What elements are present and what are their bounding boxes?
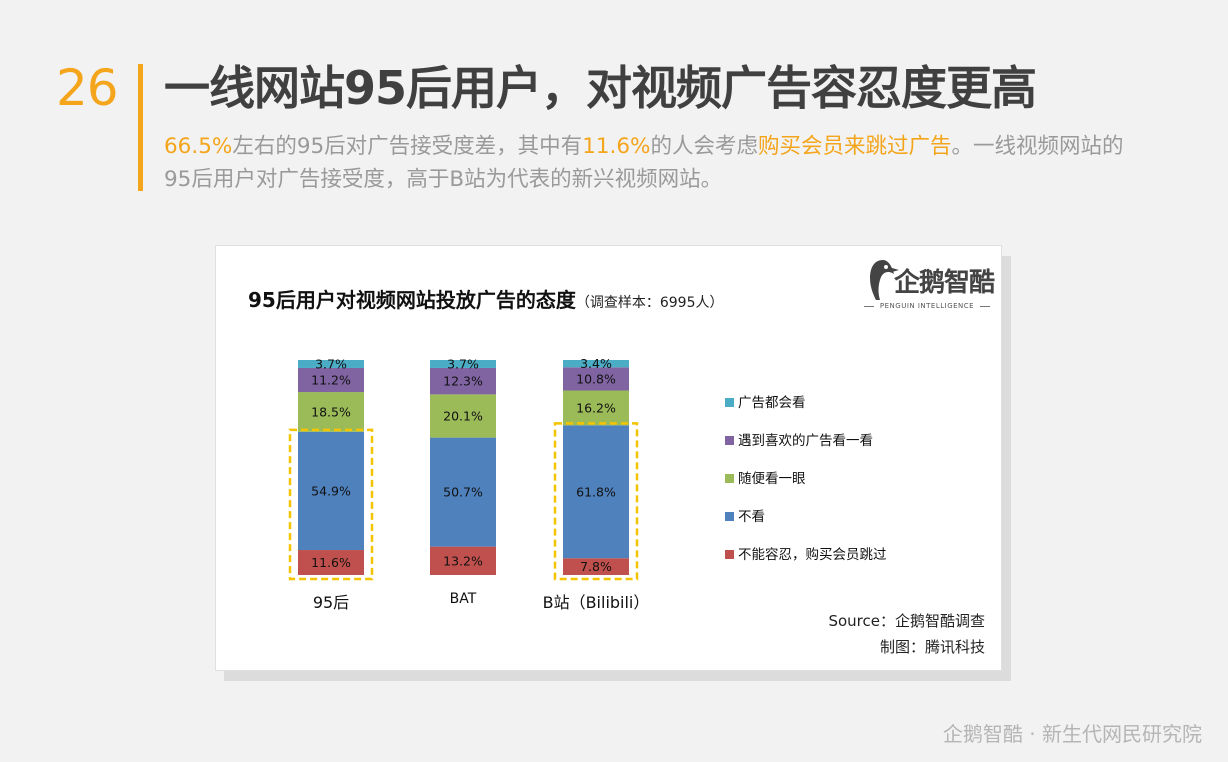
bar-segment	[298, 550, 364, 575]
source-note: Source：企鹅智酷调查	[828, 612, 985, 630]
data-label: 10.8%	[576, 371, 616, 386]
subtitle-text-3: 。一线视频网站的95后用户对广告接受度，高于B站为代表的新兴视频网站。	[164, 134, 1124, 192]
legend-swatch	[725, 398, 734, 407]
logo-line-left	[864, 306, 874, 307]
bar-segment	[298, 360, 364, 368]
penguin-icon	[870, 260, 899, 300]
x-tick-label: 95后	[313, 593, 349, 612]
bar-segment	[430, 394, 496, 438]
legend-label: 遇到喜欢的广告看一看	[738, 433, 873, 449]
data-label: 11.2%	[311, 373, 351, 388]
logo-subtext: PENGUIN INTELLIGENCE	[879, 302, 975, 310]
data-label: 16.2%	[576, 400, 616, 415]
legend-swatch	[725, 436, 734, 445]
legend-swatch	[725, 474, 734, 483]
subtitle-stat-1: 66.5%	[164, 134, 233, 159]
penguin-logo: 企鹅智酷 PENGUIN INTELLIGENCE	[864, 258, 995, 316]
data-label: 11.6%	[311, 555, 351, 570]
legend-label: 随便看一眼	[738, 471, 806, 487]
bar-segment	[298, 392, 364, 432]
bar-segment	[430, 437, 496, 547]
chart-title: 95后用户对视频网站投放广告的态度（调查样本：6995人）	[248, 284, 723, 313]
page-subtitle: 66.5%左右的95后对广告接受度差，其中有11.6%的人会考虑购买会员来跳过广…	[164, 130, 1144, 196]
legend-label: 不看	[738, 509, 765, 525]
bar-segment	[298, 367, 364, 393]
bar-segment	[298, 431, 364, 551]
legend-label: 广告都会看	[738, 395, 806, 411]
data-label: 3.7%	[447, 356, 479, 371]
subtitle-text-2: 的人会考虑	[650, 134, 759, 159]
chart-sample-note: （调查样本：6995人）	[575, 295, 724, 311]
chart-card: 95后用户对视频网站投放广告的态度（调查样本：6995人） 企鹅智酷 PENGU…	[215, 245, 1002, 671]
legend-swatch	[725, 550, 734, 559]
credit-note: 制图：腾讯科技	[879, 638, 985, 656]
bar-segment	[430, 546, 496, 575]
bar-segment	[563, 425, 629, 559]
footer-brand: 企鹅智酷 · 新生代网民研究院	[942, 722, 1202, 746]
bar-segment	[563, 360, 629, 368]
accent-bar	[138, 64, 143, 191]
data-label: 13.2%	[443, 553, 483, 568]
highlight-box	[288, 428, 374, 581]
bar-segment	[563, 390, 629, 426]
data-label: 18.5%	[311, 404, 351, 419]
data-label: 61.8%	[576, 484, 616, 499]
data-label: 12.3%	[443, 374, 483, 389]
x-tick-label: BAT	[450, 591, 477, 607]
data-label: 3.7%	[315, 356, 347, 371]
data-label: 7.8%	[580, 559, 612, 574]
bar-segment	[430, 367, 496, 395]
page-title: 一线网站95后用户，对视频广告容忍度更高	[164, 61, 1037, 115]
legend-label: 不能容忍，购买会员跳过	[738, 546, 887, 563]
highlight-box	[553, 422, 639, 581]
data-label: 54.9%	[311, 483, 351, 498]
stacked-bar-chart: 11.6% 54.9% 18.5% 11.2% 3.7% 95后 13.2% 50.7% 20.…	[288, 356, 887, 612]
bar-segment	[430, 360, 496, 368]
page-number: 26	[56, 59, 119, 117]
data-label: 20.1%	[443, 409, 483, 424]
bar-segment	[563, 367, 629, 391]
subtitle-text-1: 左右的95后对广告接受度差，其中有	[232, 134, 583, 159]
logo-line-right	[980, 306, 990, 307]
legend-swatch	[725, 512, 734, 521]
data-label: 50.7%	[443, 485, 483, 500]
subtitle-stat-2: 11.6%	[582, 134, 651, 159]
chart-title-text: 95后用户对视频网站投放广告的态度	[248, 288, 576, 312]
logo-text: 企鹅智酷	[894, 268, 995, 298]
data-label: 3.4%	[580, 356, 612, 371]
bar-segment	[563, 558, 629, 575]
x-tick-label: B站（Bilibili）	[543, 593, 650, 612]
subtitle-highlight: 购买会员来跳过广告	[758, 134, 952, 159]
